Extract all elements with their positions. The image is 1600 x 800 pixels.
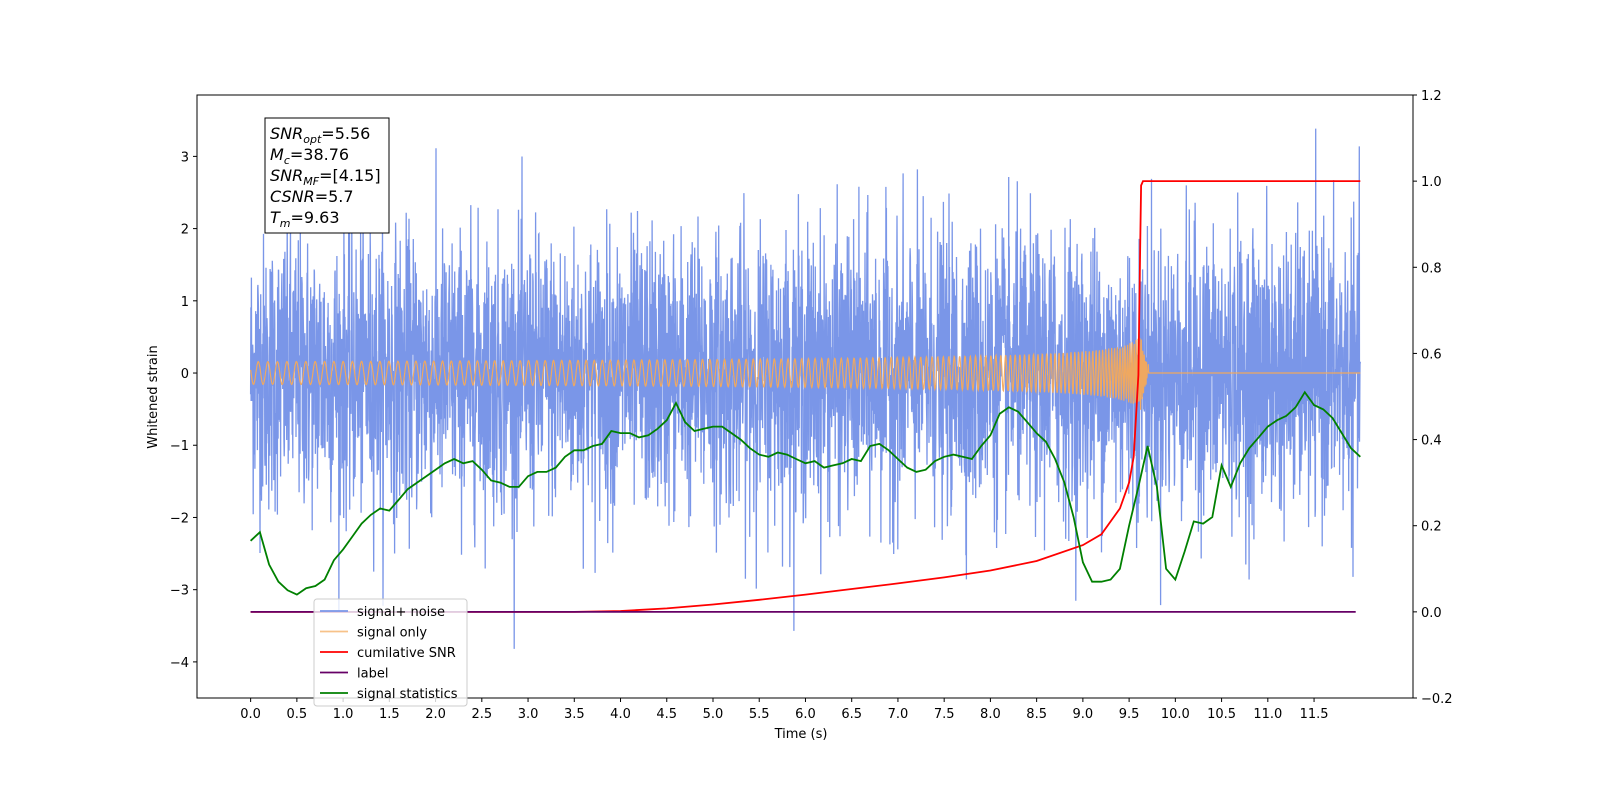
y-tick-label: 0	[181, 367, 189, 382]
x-tick-label: 2.5	[471, 707, 492, 722]
y-tick-label: −4	[170, 656, 189, 671]
parameter-symbol: CSNR	[270, 187, 315, 206]
x-tick-label: 11.0	[1253, 707, 1282, 722]
y2-tick-label: 0.2	[1421, 520, 1442, 535]
x-tick-label: 10.5	[1207, 707, 1236, 722]
parameter-subscript: opt	[303, 133, 322, 146]
y-tick-label: 2	[181, 223, 189, 238]
x-axis: 0.0 0.5 1.0 1.5 2.0 2.5 3.0 3.5 4.0 4.5 5.0 5.5 6.0 6…	[240, 698, 1329, 722]
series-cumulative-snr	[250, 180, 1361, 613]
parameter-subscript: c	[284, 154, 290, 167]
x-tick-label: 11.5	[1300, 707, 1329, 722]
series-signal-statistics	[249, 390, 1361, 596]
y-axis-label: Whitened strain	[146, 345, 161, 448]
y-tick-label: −2	[170, 511, 189, 526]
x-tick-label: 1.5	[379, 707, 400, 722]
x-tick-label: 3.0	[518, 707, 539, 722]
x-tick-label: 8.0	[980, 707, 1001, 722]
y-axis-left: 3 2 1 0 −1 −2 −3 −4	[170, 150, 197, 671]
legend-label: signal only	[357, 626, 427, 641]
parameter-value: =5.56	[321, 124, 370, 143]
legend-label: signal+ noise	[357, 605, 445, 620]
x-tick-label: 3.5	[564, 707, 585, 722]
parameter-line: SNRopt=5.56	[270, 124, 370, 146]
x-tick-label: 4.5	[656, 707, 677, 722]
y-axis-right: 1.2 1.0 0.8 0.6 0.4 0.2 0.0 −0.2	[1413, 89, 1453, 707]
x-axis-label: Time (s)	[774, 727, 828, 742]
x-tick-label: 8.5	[1026, 707, 1047, 722]
y2-tick-label: −0.2	[1421, 692, 1453, 707]
x-tick-label: 7.5	[934, 707, 955, 722]
x-tick-label: 0.0	[240, 707, 261, 722]
series-signal-only	[250, 337, 1361, 410]
x-tick-label: 5.5	[749, 707, 770, 722]
x-tick-label: 9.5	[1119, 707, 1140, 722]
parameter-line: Tm=9.63	[270, 208, 340, 230]
parameters-box: SNRopt=5.56Mc=38.76SNRMF=[4.15]CSNR=5.7T…	[264, 117, 390, 234]
y2-tick-label: 1.2	[1421, 89, 1442, 104]
legend-label: label	[357, 667, 388, 682]
parameter-line: Mc=38.76	[270, 145, 349, 167]
parameter-value: =5.7	[315, 187, 354, 206]
legend-label: signal statistics	[357, 687, 458, 702]
parameter-symbol: T	[270, 208, 281, 227]
parameter-symbol: SNR	[270, 166, 303, 185]
parameter-value: =38.76	[290, 145, 349, 164]
x-tick-label: 5.0	[703, 707, 724, 722]
legend: signal+ noise signal only cumilative SNR la…	[313, 598, 468, 707]
parameter-line: SNRMF=[4.15]	[270, 166, 381, 188]
x-tick-label: 6.0	[795, 707, 816, 722]
y2-tick-label: 0.6	[1421, 347, 1442, 362]
x-tick-label: 6.5	[841, 707, 862, 722]
y2-tick-label: 0.8	[1421, 261, 1442, 276]
parameter-subscript: MF	[303, 175, 319, 188]
parameters-box-frame	[264, 117, 390, 234]
y-tick-label: −1	[170, 439, 189, 454]
x-tick-label: 0.5	[287, 707, 308, 722]
y2-tick-label: 0.4	[1421, 434, 1442, 449]
parameter-symbol: M	[270, 145, 284, 164]
parameter-value: =9.63	[291, 208, 340, 227]
parameter-line: CSNR=5.7	[270, 187, 354, 206]
y2-tick-label: 1.0	[1421, 175, 1442, 190]
y-tick-label: 1	[181, 295, 189, 310]
y-tick-label: 3	[181, 150, 189, 165]
x-tick-label: 10.0	[1161, 707, 1190, 722]
x-tick-label: 7.0	[888, 707, 909, 722]
legend-frame	[313, 598, 468, 707]
x-tick-label: 4.0	[610, 707, 631, 722]
legend-label: cumilative SNR	[357, 646, 456, 661]
y-tick-label: −3	[170, 584, 189, 599]
parameter-value: =[4.15]	[319, 166, 381, 185]
x-tick-label: 1.0	[333, 707, 354, 722]
parameter-subscript: m	[280, 217, 291, 230]
x-tick-label: 9.0	[1073, 707, 1094, 722]
y2-tick-label: 0.0	[1421, 606, 1442, 621]
parameter-symbol: SNR	[270, 124, 303, 143]
x-tick-label: 2.0	[425, 707, 446, 722]
